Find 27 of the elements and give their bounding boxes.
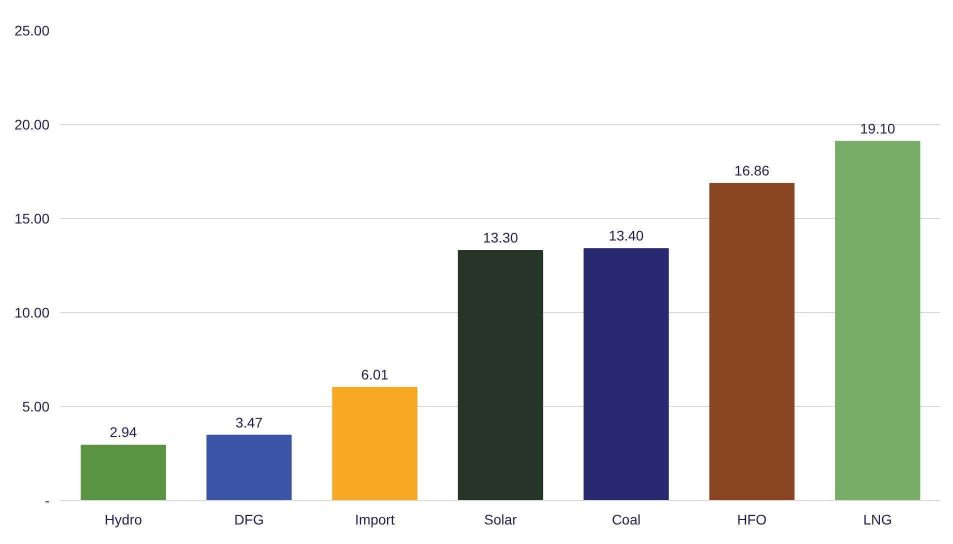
x-tick-label: Import: [354, 512, 395, 528]
data-label: 2.94: [110, 424, 138, 440]
y-tick-label: 15.00: [14, 210, 50, 226]
x-tick-label: Solar: [484, 512, 518, 528]
data-label: 6.01: [361, 366, 389, 383]
bar: [584, 248, 669, 500]
data-label: 16.86: [734, 162, 770, 179]
data-label: 13.30: [482, 229, 518, 246]
bar: [458, 250, 544, 500]
y-tick-label: -: [44, 492, 50, 508]
bar: [709, 183, 795, 500]
x-tick-label: DFG: [234, 512, 264, 528]
x-tick-label: Hydro: [104, 512, 142, 528]
data-label: 3.47: [235, 414, 263, 430]
y-tick-label: 20.00: [14, 116, 50, 132]
y-tick-label: 5.00: [22, 398, 50, 414]
y-tick-label: 25.00: [14, 22, 50, 38]
x-tick-label: Coal: [612, 512, 641, 528]
bar: [206, 434, 292, 500]
bar: [835, 140, 920, 500]
data-label: 13.40: [608, 228, 644, 244]
x-tick-label: HFO: [737, 512, 767, 528]
bar: [332, 387, 418, 500]
bar: [80, 444, 166, 500]
x-tick-label: LNG: [863, 512, 892, 528]
y-tick-label: 10.00: [14, 304, 50, 320]
data-label: 19.10: [860, 120, 896, 136]
